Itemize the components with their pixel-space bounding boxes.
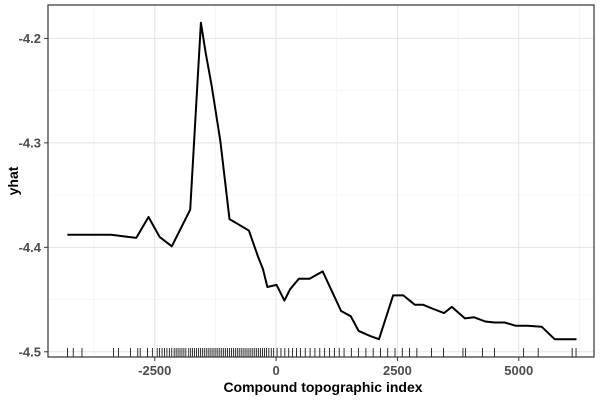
y-tick-label: -4.4 (19, 240, 42, 255)
y-tick-label: -4.5 (19, 344, 41, 359)
x-axis-title: Compound topographic index (223, 379, 422, 395)
gridlines (48, 5, 594, 357)
x-tick-label: -2500 (138, 363, 171, 378)
x-tick-label: 5000 (504, 363, 533, 378)
y-tick-label: -4.2 (19, 31, 41, 46)
y-axis-title: yhat (5, 166, 21, 195)
series-line (67, 21, 577, 341)
panel-border (47, 4, 595, 358)
y-tick-label: -4.3 (19, 135, 41, 150)
x-axis: -2500 0 2500 5000 (138, 357, 533, 378)
x-tick-label: 0 (272, 363, 279, 378)
x-tick-label: 2500 (383, 363, 412, 378)
y-axis: -4.2 -4.3 -4.4 -4.5 (19, 31, 48, 359)
rug-marks (67, 348, 577, 357)
